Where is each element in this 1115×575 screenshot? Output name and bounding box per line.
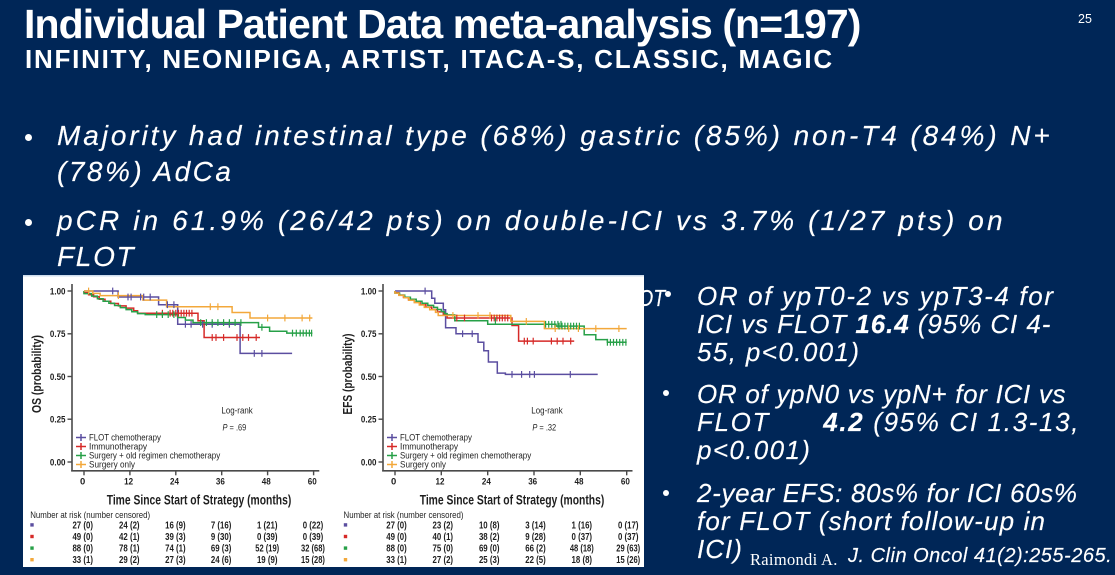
svg-text:69 (3): 69 (3) (211, 544, 232, 555)
svg-text:Surgery only: Surgery only (89, 460, 135, 470)
svg-text:38 (2): 38 (2) (479, 532, 500, 543)
svg-text:Surgery + old regimen chemothe: Surgery + old regimen chemotherapy (89, 451, 221, 461)
svg-text:1.00: 1.00 (50, 286, 66, 297)
svg-text:OS (probability): OS (probability) (29, 335, 44, 413)
svg-text:Log-rank: Log-rank (531, 405, 563, 415)
svg-text:15 (28): 15 (28) (301, 555, 325, 566)
svg-text:Time Since Start of Strategy (: Time Since Start of Strategy (months) (420, 492, 605, 508)
svg-text:0: 0 (80, 477, 85, 488)
svg-text:75 (0): 75 (0) (433, 544, 454, 555)
svg-text:0 (39): 0 (39) (303, 532, 324, 543)
svg-text:0: 0 (391, 477, 396, 488)
svg-text:1 (21): 1 (21) (257, 520, 278, 531)
svg-text:10 (8): 10 (8) (479, 520, 500, 531)
svg-text:Surgery + old regimen chemothe: Surgery + old regimen chemotherapy (400, 451, 532, 461)
svg-text:0.50: 0.50 (50, 372, 66, 383)
svg-text:9 (30): 9 (30) (211, 532, 232, 543)
svg-text:0.25: 0.25 (361, 415, 377, 426)
svg-text:36: 36 (528, 477, 537, 488)
svg-text:Immunotherapy: Immunotherapy (400, 442, 459, 452)
svg-text:27 (0): 27 (0) (72, 520, 93, 531)
svg-text:0.00: 0.00 (50, 457, 66, 468)
svg-text:48 (18): 48 (18) (570, 544, 594, 555)
svg-text:22 (5): 22 (5) (525, 555, 546, 566)
svg-text:24: 24 (482, 477, 492, 488)
svg-text:0 (17): 0 (17) (618, 520, 639, 531)
svg-text:Number at risk (number censore: Number at risk (number censored) (344, 510, 464, 520)
svg-text:0 (22): 0 (22) (303, 520, 324, 531)
svg-text:25 (3): 25 (3) (479, 555, 500, 566)
svg-text:Immunotherapy: Immunotherapy (89, 442, 148, 452)
svg-text:33 (1): 33 (1) (72, 555, 93, 566)
svg-text:P = .69: P = .69 (223, 422, 247, 432)
svg-text:0.75: 0.75 (50, 329, 66, 340)
svg-text:24 (6): 24 (6) (211, 555, 232, 566)
svg-text:FLOT chemotherapy: FLOT chemotherapy (400, 433, 472, 443)
svg-text:12: 12 (124, 477, 133, 488)
svg-text:19 (9): 19 (9) (257, 555, 278, 566)
svg-text:29 (2): 29 (2) (119, 555, 140, 566)
svg-text:49 (0): 49 (0) (72, 532, 93, 543)
svg-text:74 (1): 74 (1) (165, 544, 186, 555)
svg-text:3 (14): 3 (14) (525, 520, 546, 531)
svg-text:27 (3): 27 (3) (165, 555, 186, 566)
svg-text:9 (28): 9 (28) (525, 532, 546, 543)
svg-text:32 (68): 32 (68) (301, 544, 325, 555)
svg-text:88 (0): 88 (0) (386, 544, 407, 555)
svg-text:36: 36 (216, 477, 225, 488)
svg-text:66 (2): 66 (2) (525, 544, 546, 555)
svg-text:0.25: 0.25 (50, 415, 66, 426)
svg-text:Time Since Start of Strategy (: Time Since Start of Strategy (months) (107, 492, 292, 508)
svg-text:0 (37): 0 (37) (572, 532, 593, 543)
svg-text:24: 24 (170, 477, 180, 488)
svg-text:39 (3): 39 (3) (165, 532, 186, 543)
svg-text:P = .32: P = .32 (532, 422, 556, 432)
svg-text:1 (16): 1 (16) (572, 520, 593, 531)
svg-text:12: 12 (436, 477, 445, 488)
svg-text:0.75: 0.75 (361, 329, 377, 340)
svg-text:0 (39): 0 (39) (257, 532, 278, 543)
svg-text:1.00: 1.00 (361, 286, 377, 297)
svg-text:88 (0): 88 (0) (72, 544, 93, 555)
svg-text:Surgery only: Surgery only (400, 460, 446, 470)
svg-text:29 (63): 29 (63) (616, 544, 640, 555)
svg-text:78 (1): 78 (1) (119, 544, 140, 555)
svg-text:0.00: 0.00 (361, 457, 377, 468)
svg-text:7 (16): 7 (16) (211, 520, 232, 531)
svg-text:27 (2): 27 (2) (433, 555, 454, 566)
svg-text:33 (1): 33 (1) (386, 555, 407, 566)
svg-text:Log-rank: Log-rank (221, 405, 253, 415)
svg-text:15 (26): 15 (26) (616, 555, 640, 566)
svg-text:18 (8): 18 (8) (572, 555, 593, 566)
svg-text:60: 60 (621, 477, 630, 488)
svg-text:0 (37): 0 (37) (618, 532, 639, 543)
svg-text:69 (0): 69 (0) (479, 544, 500, 555)
svg-text:EFS (probability): EFS (probability) (340, 334, 355, 415)
svg-text:40 (1): 40 (1) (433, 532, 454, 543)
svg-text:27 (0): 27 (0) (386, 520, 407, 531)
svg-text:24 (2): 24 (2) (119, 520, 140, 531)
svg-text:52 (19): 52 (19) (255, 544, 279, 555)
svg-text:48: 48 (262, 477, 271, 488)
svg-text:Number at risk (number censore: Number at risk (number censored) (30, 510, 150, 520)
svg-text:16 (9): 16 (9) (165, 520, 186, 531)
svg-text:48: 48 (575, 477, 584, 488)
svg-text:49 (0): 49 (0) (386, 532, 407, 543)
svg-text:42 (1): 42 (1) (119, 532, 140, 543)
svg-text:0.50: 0.50 (361, 372, 377, 383)
svg-text:FLOT chemotherapy: FLOT chemotherapy (89, 433, 161, 443)
svg-text:23 (2): 23 (2) (433, 520, 454, 531)
svg-text:60: 60 (308, 477, 317, 488)
